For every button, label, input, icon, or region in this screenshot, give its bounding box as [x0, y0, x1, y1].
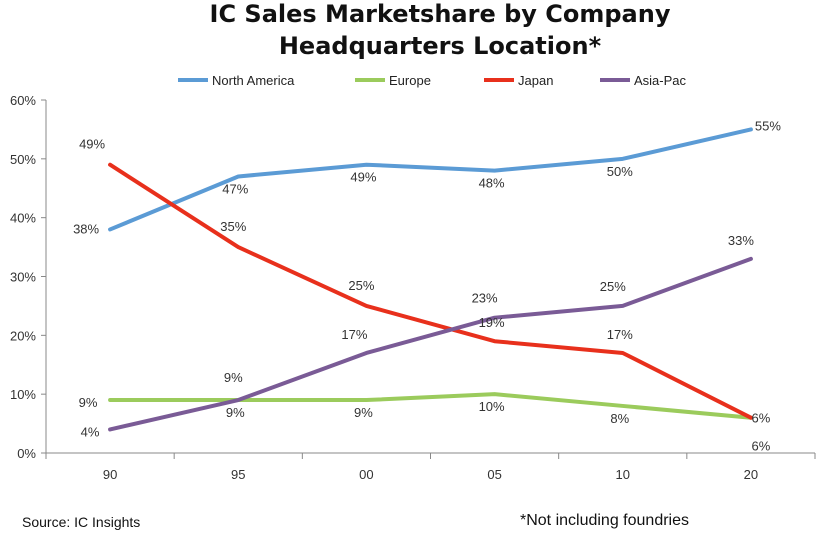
data-label: 25%	[600, 279, 626, 294]
y-tick-label: 10%	[10, 387, 36, 402]
legend-label: Japan	[518, 73, 553, 88]
data-label: 17%	[341, 327, 367, 342]
data-label: 55%	[755, 118, 781, 133]
data-label: 9%	[226, 405, 245, 420]
data-label: 8%	[610, 411, 629, 426]
data-label: 23%	[472, 291, 498, 306]
x-tick-label: 95	[231, 467, 245, 482]
chart-title-line-1: IC Sales Marketshare by Company	[210, 0, 671, 28]
data-label: 33%	[728, 233, 754, 248]
data-point	[493, 339, 497, 343]
data-point	[236, 174, 240, 178]
legend-label: North America	[212, 73, 295, 88]
data-label: 35%	[220, 219, 246, 234]
data-label: 9%	[79, 395, 98, 410]
data-point	[621, 157, 625, 161]
data-point	[236, 245, 240, 249]
series-line	[108, 256, 753, 432]
data-point	[364, 163, 368, 167]
x-tick-label: 90	[103, 467, 117, 482]
data-label: 10%	[479, 399, 505, 414]
x-tick-label: 10	[616, 467, 630, 482]
x-tick-label: 05	[487, 467, 501, 482]
y-tick-label: 60%	[10, 93, 36, 108]
legend: North America Europe Japan Asia-Pac	[178, 73, 687, 88]
data-point	[493, 169, 497, 173]
legend-label: Europe	[389, 73, 431, 88]
series-line	[108, 162, 753, 420]
data-point	[493, 392, 497, 396]
y-tick-label: 0%	[17, 446, 36, 461]
data-point	[108, 398, 112, 402]
data-point	[364, 304, 368, 308]
data-point	[493, 316, 497, 320]
data-label: 49%	[350, 170, 376, 185]
data-label: 6%	[752, 439, 771, 454]
series-line	[108, 392, 753, 420]
data-label: 19%	[479, 315, 505, 330]
data-point	[621, 304, 625, 308]
data-point	[364, 398, 368, 402]
axes: 0% 10% 20% 30% 40% 50% 60% 90 95 00 05 10 20	[10, 93, 816, 482]
data-point	[236, 398, 240, 402]
series-layer	[108, 127, 753, 432]
data-point	[621, 351, 625, 355]
data-point	[108, 427, 112, 431]
source-note: Source: IC Insights	[22, 514, 141, 530]
data-label: 4%	[81, 424, 100, 439]
x-tick-label: 20	[744, 467, 758, 482]
data-label: 9%	[354, 405, 373, 420]
chart-title-line-2: Headquarters Location*	[279, 32, 602, 60]
data-point	[108, 227, 112, 231]
y-tick-label: 30%	[10, 270, 36, 285]
data-label: 25%	[348, 278, 374, 293]
series-line	[108, 127, 753, 232]
y-tick-label: 20%	[10, 328, 36, 343]
data-label: 6%	[752, 411, 771, 426]
data-label: 47%	[222, 181, 248, 196]
data-point	[364, 351, 368, 355]
data-point	[749, 127, 753, 131]
data-label: 17%	[607, 327, 633, 342]
data-label: 50%	[607, 164, 633, 179]
data-label: 49%	[79, 137, 105, 152]
data-point	[749, 257, 753, 261]
data-point	[621, 404, 625, 408]
data-label-layer: 38% 47% 49% 48% 50% 55% 9% 9% 9% 10% 8% 6% 49% 35% 25%…	[73, 118, 781, 453]
data-point	[108, 163, 112, 167]
footnote: *Not including foundries	[520, 512, 689, 529]
y-tick-label: 50%	[10, 152, 36, 167]
data-point	[749, 416, 753, 420]
y-tick-label: 40%	[10, 211, 36, 226]
legend-label: Asia-Pac	[634, 73, 687, 88]
x-tick-label: 00	[359, 467, 373, 482]
data-label: 48%	[479, 176, 505, 191]
data-label: 38%	[73, 221, 99, 236]
data-label: 9%	[224, 370, 243, 385]
